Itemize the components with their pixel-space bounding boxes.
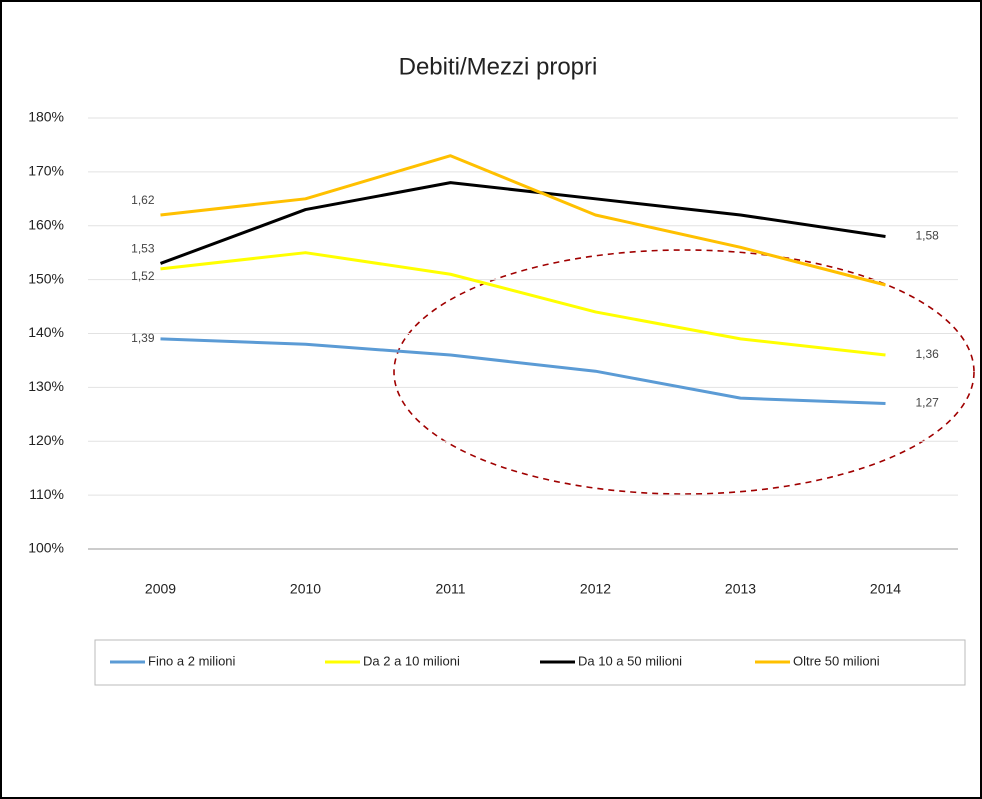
data-label: 1,53 [131,242,155,256]
data-label: 1,27 [916,396,940,410]
y-tick-label: 100% [28,540,64,556]
series-line [160,337,886,406]
x-tick-label: 2014 [870,581,901,597]
data-label: 1,52 [131,269,155,283]
data-label: 1,62 [131,193,155,207]
data-label: 1,58 [916,229,940,243]
series-line [159,181,886,265]
x-tick-label: 2010 [290,581,321,597]
legend-box [94,639,966,686]
y-tick-label: 160% [28,216,64,232]
highlight-ellipse [393,249,975,495]
data-label: 1,36 [916,347,940,361]
y-tick-label: 140% [28,324,64,340]
y-tick-label: 180% [28,109,64,125]
legend-label: Fino a 2 milioni [148,653,236,668]
x-tick-label: 2009 [145,581,176,597]
x-tick-label: 2011 [435,581,465,597]
y-tick-label: 150% [28,270,64,286]
x-tick-label: 2012 [580,581,611,597]
x-tick-label: 2013 [725,581,756,597]
legend-label: Da 2 a 10 milioni [363,653,460,668]
legend-label: Oltre 50 milioni [793,653,880,668]
y-tick-label: 170% [28,163,64,179]
series-line [160,251,886,357]
y-tick-label: 110% [29,486,64,502]
y-tick-label: 120% [28,432,64,448]
data-label: 1,39 [131,331,155,345]
legend-label: Da 10 a 50 milioni [578,653,682,668]
series-line [160,154,886,287]
y-tick-label: 130% [28,378,64,394]
chart-title: Debiti/Mezzi propri [399,53,598,80]
